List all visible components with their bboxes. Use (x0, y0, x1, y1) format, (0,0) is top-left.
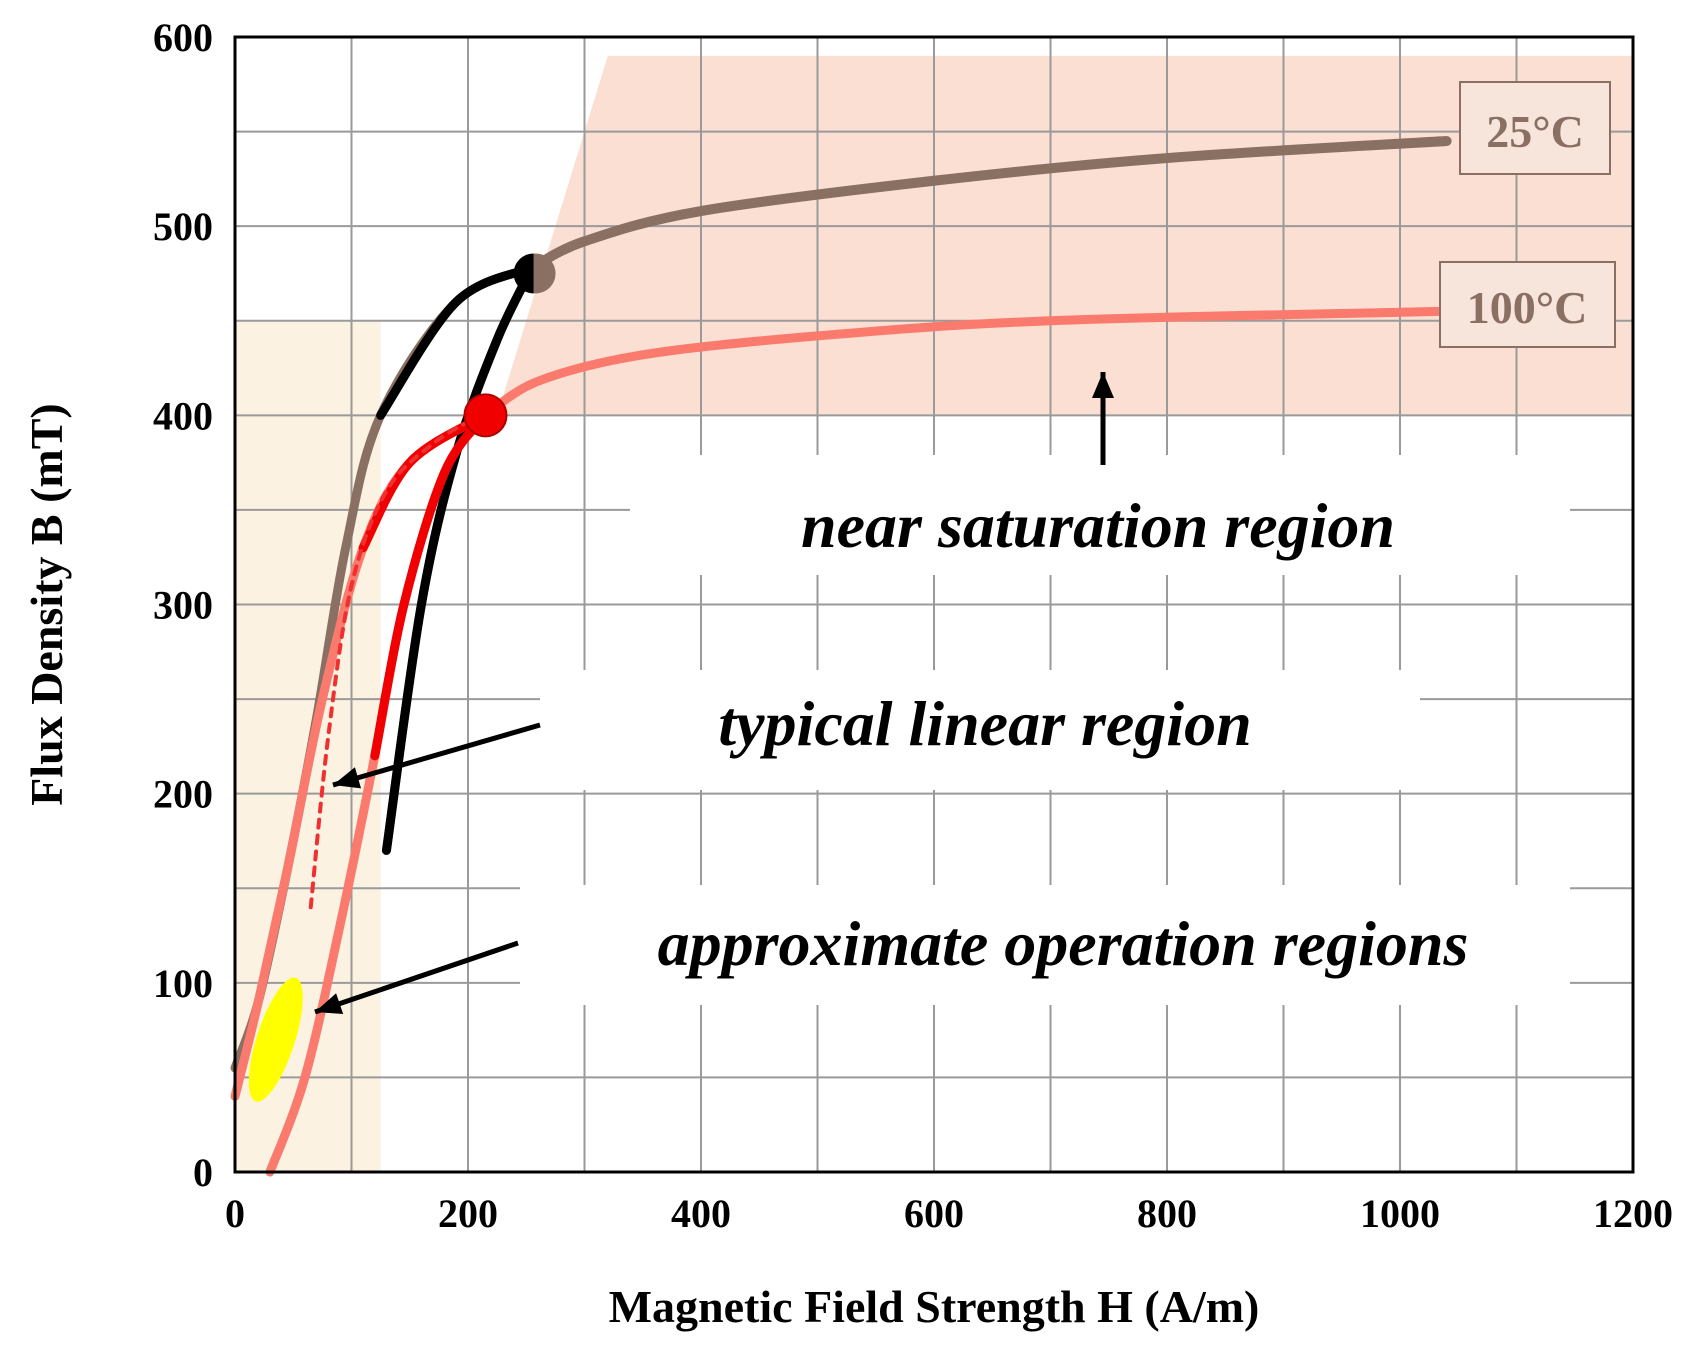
approximate-operation-annotation: approximate operation regions (658, 908, 1469, 979)
label-25c: 25°C (1486, 106, 1584, 157)
y-axis-title: Flux Density B (mT) (21, 403, 72, 806)
annotation-arrows (314, 372, 1114, 1015)
arrow-near-saturation-head (1092, 372, 1114, 398)
x-tick-label: 1200 (1593, 1191, 1673, 1236)
annotation-bg-approximate-operation (520, 885, 1570, 1005)
x-tick-label: 0 (225, 1191, 245, 1236)
near-saturation-annotation: near saturation region (801, 490, 1395, 561)
x-tick-label: 400 (671, 1191, 731, 1236)
y-tick-label: 100 (153, 961, 213, 1006)
operation-region-ellipse (248, 977, 303, 1102)
annotation-text-layer: near saturation region typical linear re… (658, 490, 1469, 979)
annotation-backgrounds (520, 455, 1570, 1005)
curve-100c-ascending-red (370, 410, 490, 761)
curve-25c-descending-upper-black (376, 263, 537, 420)
tick-labels: 0 200 400 600 800 1000 1200 0 100 200 300 400 500 600 (153, 15, 1673, 1236)
y-tick-label: 400 (153, 393, 213, 438)
label-25c-box (1459, 81, 1611, 175)
plot-frame (233, 35, 1635, 1174)
curve-100c-initial-magnetization (308, 413, 482, 910)
y-tick-label: 0 (193, 1150, 213, 1195)
arrow-approximate-operation-head (315, 993, 344, 1015)
y-tick-label: 500 (153, 204, 213, 249)
arrow-typical-linear-shaft (332, 722, 541, 788)
y-tick-label: 600 (153, 15, 213, 60)
curve-25c-saturation (527, 136, 1452, 273)
x-tick-label: 800 (1137, 1191, 1197, 1236)
arrow-typical-linear-head (333, 767, 362, 789)
saturation-point-100c (463, 393, 508, 438)
saturation-point-25c-dark-half (513, 253, 534, 294)
curves-layer (230, 136, 1452, 1177)
x-tick-label: 600 (904, 1191, 964, 1236)
y-tick-label: 300 (153, 583, 213, 628)
temperature-labels: 25°C 100°C (1439, 81, 1616, 348)
arrow-approximate-operation-shaft (314, 940, 519, 1015)
x-axis-title: Magnetic Field Strength H (A/m) (609, 1281, 1260, 1332)
label-100c: 100°C (1467, 282, 1588, 333)
label-100c-box (1439, 261, 1616, 348)
curve-100c-saturation (480, 306, 1452, 420)
annotation-bg-near-saturation (630, 455, 1570, 575)
typical-linear-annotation: typical linear region (718, 688, 1251, 759)
x-tick-label: 1000 (1360, 1191, 1440, 1236)
y-tick-label: 200 (153, 772, 213, 817)
annotation-bg-typical-linear (540, 670, 1420, 790)
curve-25c-ascending-black (381, 263, 537, 855)
x-tick-label: 200 (438, 1191, 498, 1236)
